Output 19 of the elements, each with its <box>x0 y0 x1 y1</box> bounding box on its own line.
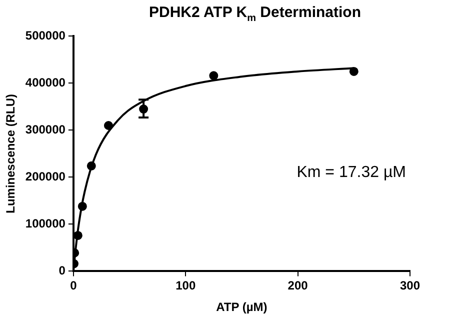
y-axis-title: Luminescence (RLU) <box>4 94 18 214</box>
point <box>209 71 218 80</box>
chart-title: PDHK2 ATP K$_{m}$ Determination <box>148 4 362 24</box>
y-tick-label: 100000 <box>25 216 66 231</box>
y-tick-label: 0 <box>58 264 66 278</box>
point <box>349 66 358 76</box>
x-axis-title: ATP (µM) <box>216 300 268 314</box>
y-tick-label: 200000 <box>25 170 66 184</box>
y-tick-label: 300000 <box>25 122 66 137</box>
point <box>78 202 87 211</box>
y-tick-label: 500000 <box>25 28 66 43</box>
point <box>86 161 96 170</box>
y-tick-label: 400000 <box>25 76 66 90</box>
point <box>104 121 113 130</box>
x-tick-label: 300 <box>400 278 420 293</box>
x-tick-label: 0 <box>70 278 78 293</box>
annotation: Km = 17.32 µM <box>296 164 406 182</box>
x-tick-label: 100 <box>176 278 196 293</box>
x-tick-label: 200 <box>288 278 308 293</box>
